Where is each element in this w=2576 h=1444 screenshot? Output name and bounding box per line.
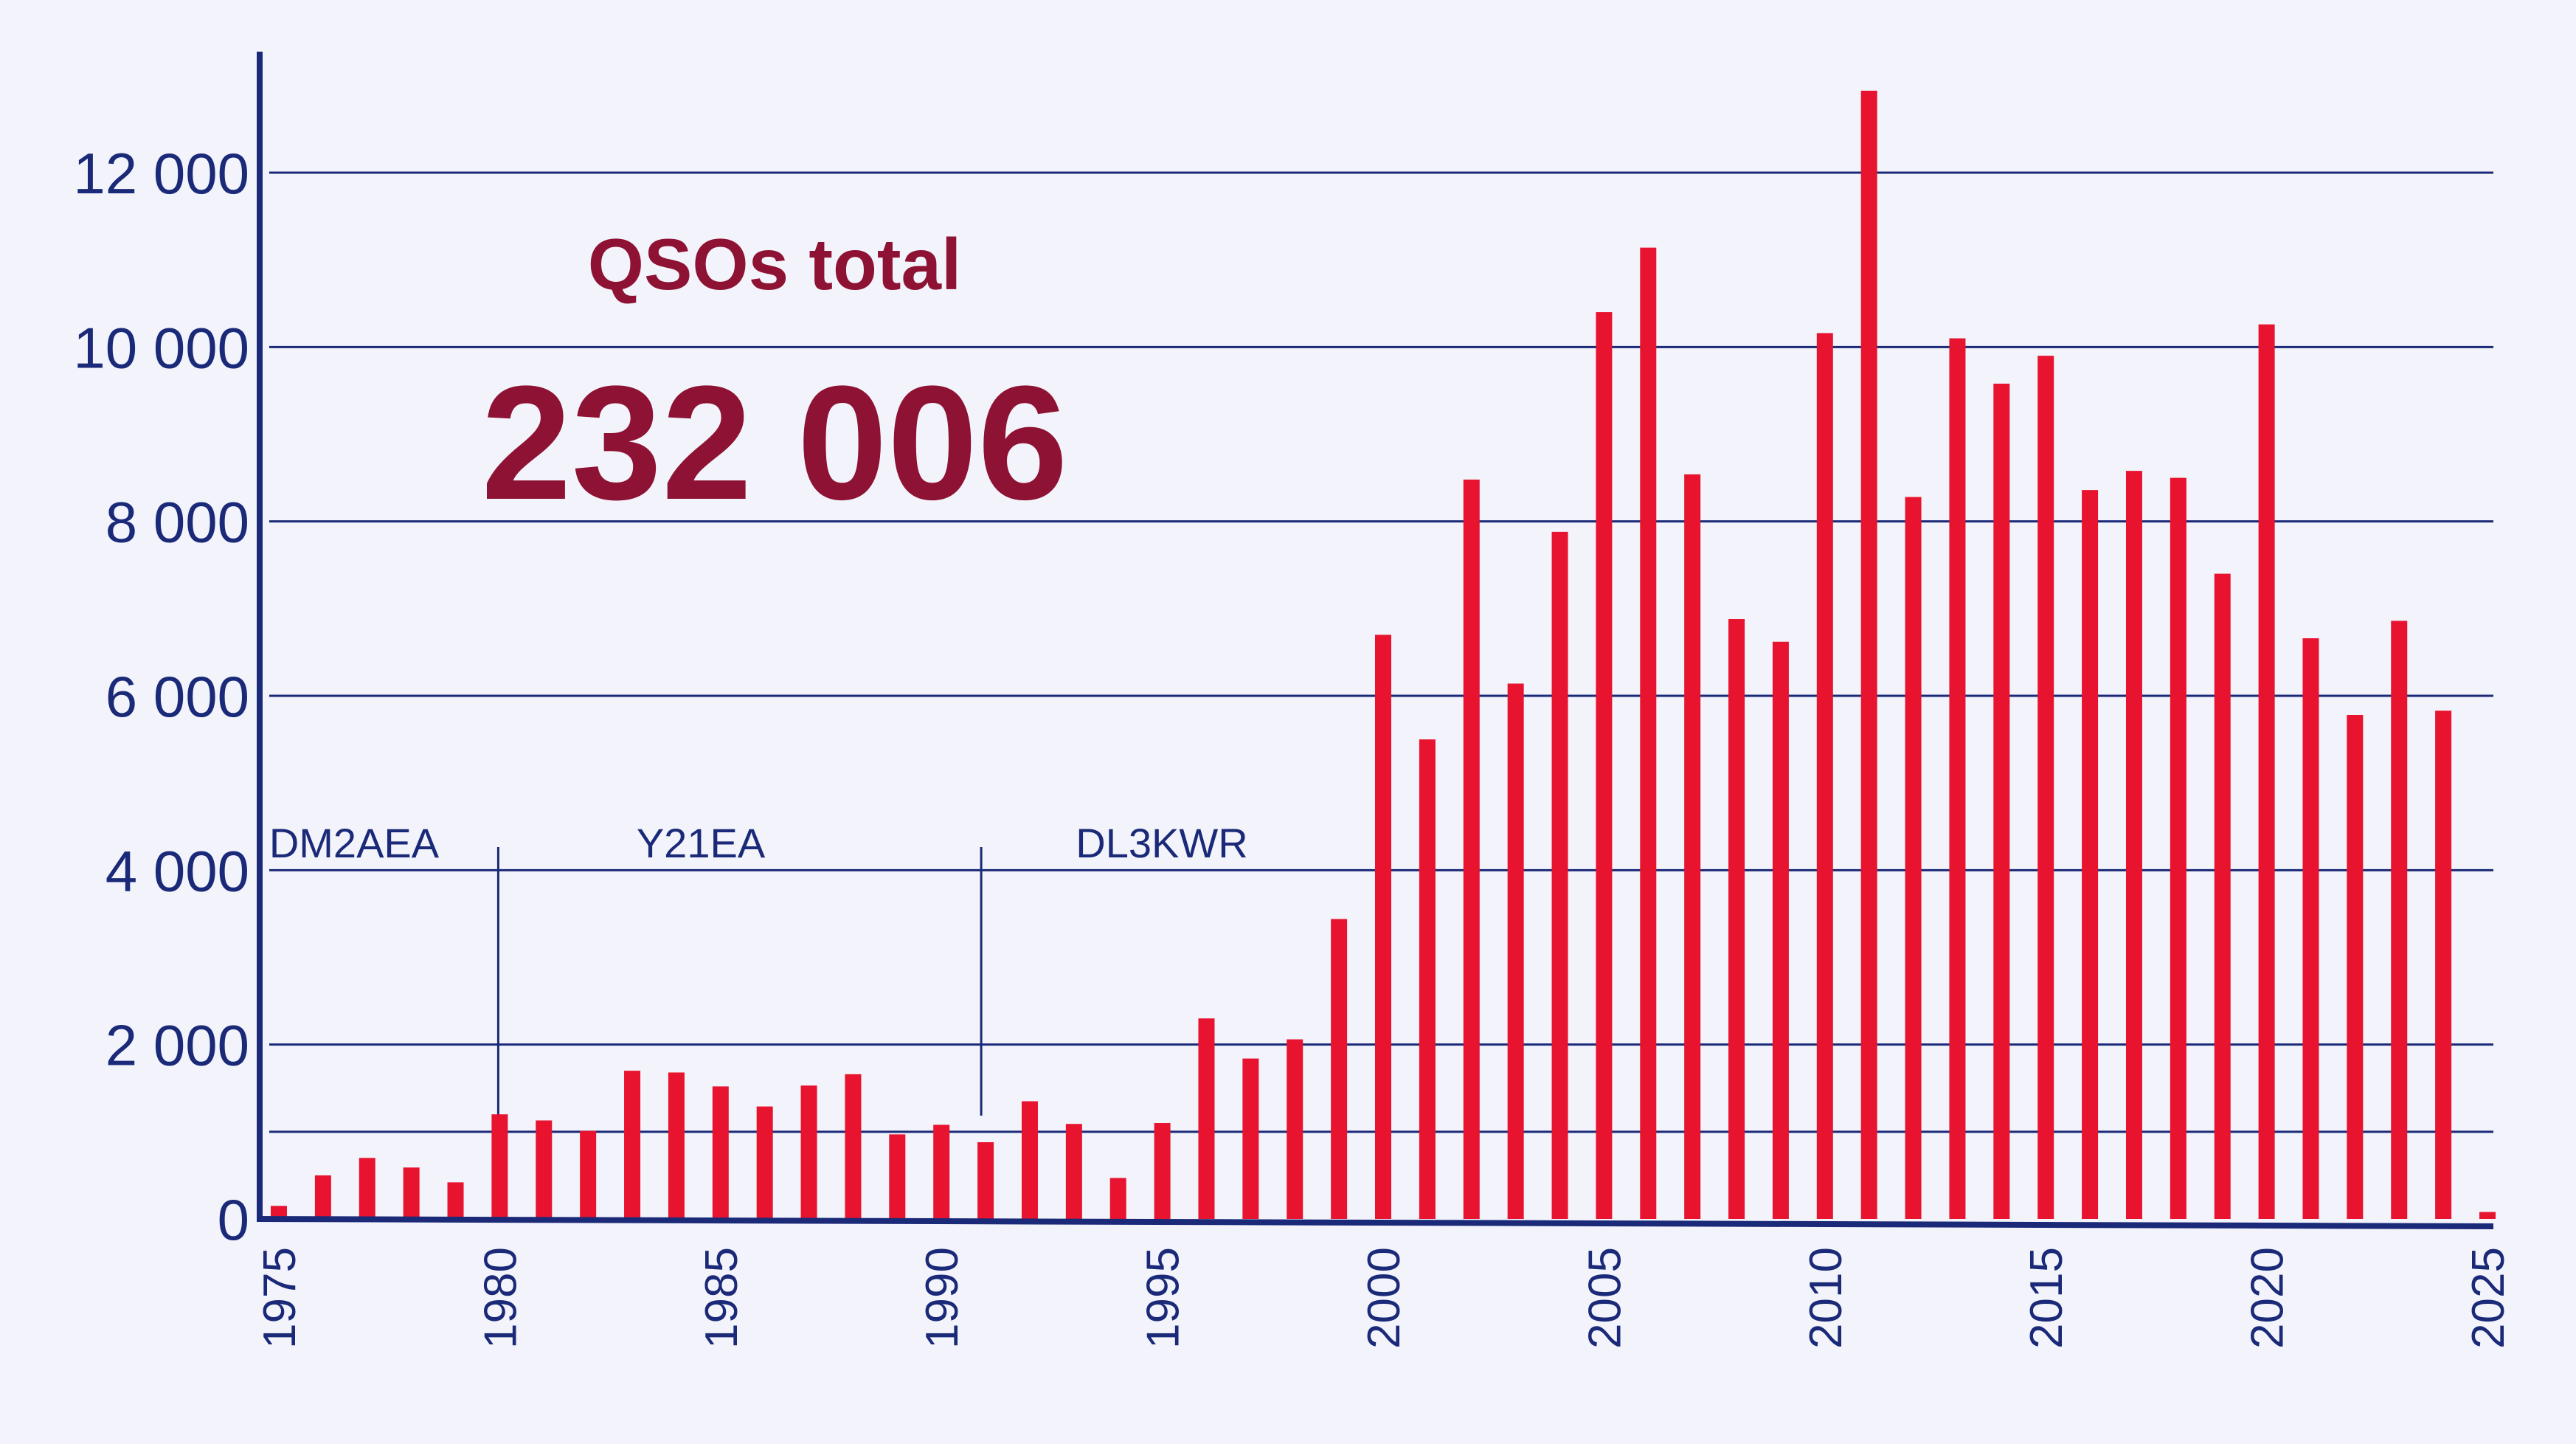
bar-2019 [2214, 573, 2231, 1219]
bar-1989 [889, 1134, 906, 1219]
bar-1985 [712, 1086, 729, 1219]
bar-2008 [1728, 619, 1745, 1219]
bar-2003 [1507, 683, 1524, 1219]
bar-2015 [2037, 356, 2054, 1219]
bar-1995 [1154, 1123, 1171, 1219]
x-tick-label-2010: 2010 [1801, 1247, 1852, 1349]
era-label-dl3kwr: DL3KWR [1076, 820, 1247, 866]
qso-total-value: 232 006 [481, 352, 1067, 533]
bar-2000 [1375, 635, 1391, 1219]
bar-2009 [1772, 641, 1789, 1219]
x-tick-label-2020: 2020 [2243, 1247, 2293, 1349]
bar-1978 [403, 1167, 420, 1219]
bar-1998 [1287, 1039, 1303, 1219]
bar-1991 [977, 1142, 994, 1219]
bar-2012 [1905, 497, 1922, 1219]
bar-1980 [491, 1114, 508, 1219]
bar-2018 [2170, 477, 2187, 1219]
bar-1977 [359, 1158, 375, 1219]
bar-2002 [1463, 479, 1480, 1219]
bar-2011 [1860, 90, 1877, 1219]
bar-1976 [314, 1175, 331, 1219]
bar-1997 [1242, 1058, 1259, 1219]
bar-1996 [1198, 1018, 1215, 1219]
bar-2006 [1640, 247, 1657, 1220]
x-tick-label-1990: 1990 [917, 1247, 968, 1349]
y-tick-label-2000: 2 000 [105, 1013, 249, 1078]
bar-1987 [800, 1085, 817, 1219]
bars [271, 90, 2496, 1220]
bar-1990 [933, 1125, 950, 1219]
bar-1993 [1065, 1124, 1082, 1219]
x-axis [256, 1216, 2494, 1229]
bar-2017 [2125, 471, 2142, 1219]
y-tick-label-4000: 4 000 [105, 838, 249, 903]
x-tick-label-2000: 2000 [1359, 1247, 1410, 1349]
bar-1982 [580, 1130, 597, 1219]
chart-title: QSOs total [588, 224, 961, 305]
bar-2023 [2391, 621, 2408, 1219]
axes [256, 52, 2494, 1229]
y-tick-label-6000: 6 000 [105, 664, 249, 729]
bar-2004 [1551, 531, 1568, 1219]
bar-2005 [1596, 312, 1613, 1220]
x-tick-label-2015: 2015 [2021, 1247, 2072, 1349]
era-label-dm2aea: DM2AEA [269, 820, 440, 866]
bar-1981 [536, 1120, 553, 1219]
bar-2013 [1949, 338, 1966, 1220]
bar-1992 [1021, 1101, 1038, 1219]
x-tick-label-1995: 1995 [1138, 1247, 1189, 1349]
y-tick-label-8000: 8 000 [105, 490, 249, 555]
bar-2025 [2479, 1212, 2496, 1219]
y-tick-label-10000: 10 000 [73, 315, 249, 380]
bar-1994 [1109, 1178, 1126, 1219]
x-tick-label-1985: 1985 [696, 1247, 747, 1349]
bar-2020 [2258, 324, 2275, 1219]
bar-2021 [2302, 638, 2319, 1219]
era-label-y21ea: Y21EA [637, 820, 766, 866]
era-annotations: DM2AEA Y21EA DL3KWR [269, 820, 1248, 1116]
bar-1999 [1331, 919, 1348, 1219]
bar-2016 [2082, 490, 2099, 1219]
bar-1979 [447, 1182, 464, 1219]
bar-2007 [1684, 474, 1701, 1219]
bar-2010 [1816, 333, 1833, 1220]
x-tick-label-2005: 2005 [1579, 1247, 1630, 1349]
bar-2014 [1993, 383, 2010, 1219]
bar-2024 [2435, 711, 2452, 1219]
x-tick-label-2025: 2025 [2463, 1247, 2514, 1349]
bar-2001 [1419, 739, 1436, 1219]
y-tick-label-0: 0 [218, 1187, 249, 1252]
y-tick-label-12000: 12 000 [73, 141, 249, 206]
bar-2022 [2347, 714, 2364, 1219]
bar-1984 [668, 1072, 685, 1219]
bar-1983 [624, 1071, 641, 1219]
x-tick-label-1975: 1975 [255, 1247, 305, 1349]
x-tick-label-1980: 1980 [475, 1247, 526, 1349]
bar-1975 [271, 1206, 287, 1219]
x-tick-labels: 1975 1980 1985 1990 1995 2000 2005 2010 2015 2020… [255, 1247, 2514, 1349]
y-tick-labels: 0 2 000 4 000 6 000 8 000 10 000 12 000 [73, 141, 249, 1252]
bar-1986 [756, 1106, 773, 1219]
bar-1988 [845, 1074, 862, 1219]
